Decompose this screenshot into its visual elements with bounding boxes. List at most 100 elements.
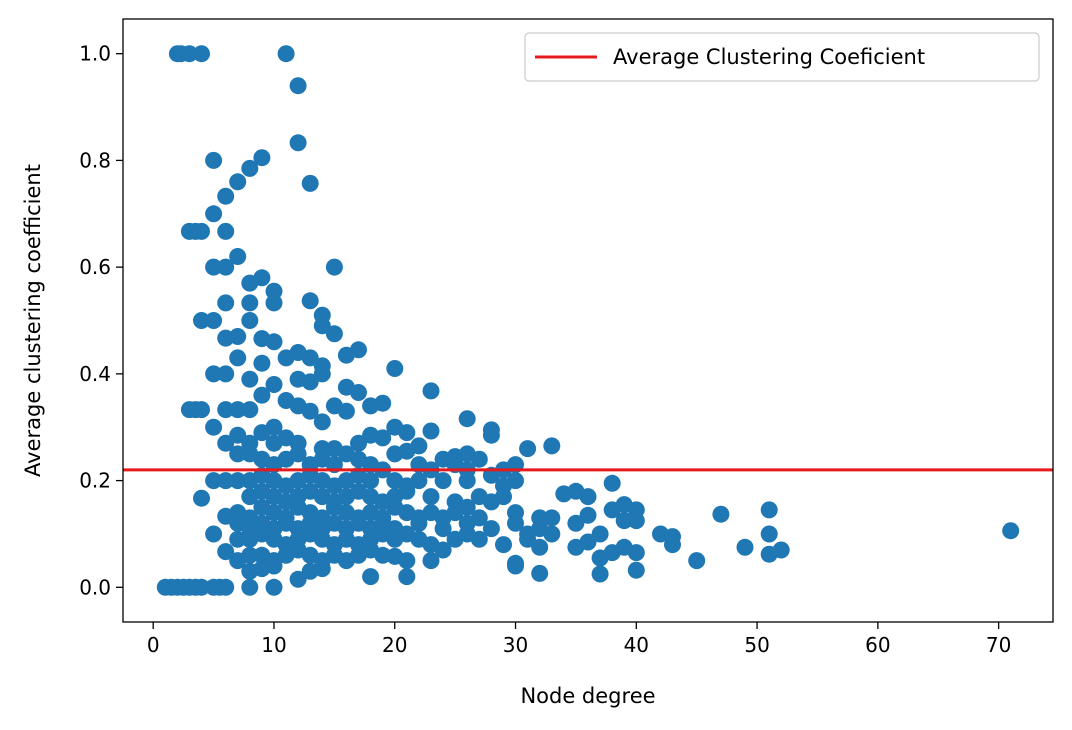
data-point [422, 382, 440, 400]
data-point [579, 506, 597, 524]
data-point [627, 561, 645, 579]
data-point [362, 568, 380, 586]
data-point [325, 258, 343, 276]
data-point [470, 450, 488, 468]
data-point [458, 498, 476, 516]
data-point [688, 552, 706, 570]
data-point [301, 174, 319, 192]
data-point [229, 530, 247, 548]
data-point [313, 560, 331, 578]
data-point [422, 552, 440, 570]
x-axis-ticks: 0 10 20 30 40 50 60 70 [147, 622, 1011, 657]
data-point [350, 434, 367, 452]
data-point [664, 536, 681, 554]
data-point [531, 538, 549, 556]
data-point [289, 445, 307, 463]
data-point [205, 365, 223, 383]
data-point [241, 312, 259, 329]
data-point [350, 384, 367, 401]
data-point [217, 329, 235, 347]
data-point [760, 525, 778, 543]
data-point [543, 525, 561, 543]
data-point [265, 434, 283, 452]
data-point [205, 151, 223, 169]
data-point [313, 317, 331, 335]
x-tick-label: 70 [986, 633, 1011, 657]
data-point [217, 222, 235, 240]
points-layer [156, 45, 1020, 596]
data-point [579, 533, 597, 551]
data-point [229, 248, 247, 265]
x-tick-label: 60 [865, 633, 890, 657]
data-point [289, 77, 307, 95]
data-point [265, 294, 283, 312]
data-point [1002, 522, 1020, 540]
data-point [627, 544, 645, 562]
data-point [458, 410, 476, 428]
data-point [162, 578, 180, 596]
data-point [205, 205, 223, 223]
data-point [507, 514, 524, 532]
data-point [567, 514, 585, 532]
legend: Average Clustering Coeficient [524, 32, 1040, 82]
data-point [211, 578, 229, 596]
data-point [591, 549, 609, 567]
data-point [422, 488, 440, 506]
data-point [434, 541, 452, 559]
x-tick-label: 40 [624, 633, 649, 657]
x-tick-label: 0 [147, 633, 160, 657]
data-point [265, 333, 283, 351]
data-point [482, 426, 500, 444]
data-point [760, 545, 778, 563]
data-point [193, 401, 210, 419]
data-point [531, 564, 549, 582]
data-point [265, 578, 283, 596]
data-point [362, 472, 380, 490]
data-point [229, 445, 247, 463]
data-point [591, 565, 609, 583]
data-point [265, 557, 283, 575]
data-point [205, 418, 223, 436]
data-point [253, 354, 271, 372]
data-point [591, 525, 609, 543]
data-point [301, 373, 319, 391]
data-point [301, 349, 319, 367]
data-point [217, 434, 235, 452]
data-point [241, 274, 259, 292]
data-point [241, 370, 259, 388]
plot-frame [122, 18, 1054, 623]
data-point [217, 294, 235, 312]
data-point [180, 45, 198, 63]
data-point [519, 440, 537, 458]
data-point [241, 578, 259, 596]
x-tick-label: 20 [382, 633, 407, 657]
data-point [241, 159, 259, 177]
data-point [241, 546, 259, 564]
data-point [301, 292, 319, 310]
data-point [350, 341, 367, 359]
y-tick-label: 0.2 [79, 469, 111, 493]
data-point [482, 520, 500, 538]
data-point [434, 472, 452, 490]
data-point [289, 134, 307, 152]
data-point [229, 401, 247, 419]
data-point [337, 402, 355, 420]
data-point [229, 426, 247, 444]
data-point [398, 424, 416, 442]
data-point [187, 578, 204, 596]
data-point [507, 472, 524, 490]
data-point [193, 222, 210, 240]
data-point [386, 360, 404, 377]
data-point [217, 258, 235, 276]
data-point [241, 294, 259, 312]
data-point [313, 365, 331, 383]
data-point [301, 402, 319, 420]
data-point [507, 557, 524, 575]
data-point [277, 45, 295, 63]
data-point [217, 187, 235, 205]
data-point [410, 514, 428, 532]
x-tick-label: 50 [744, 633, 769, 657]
data-point [398, 482, 416, 500]
data-point [241, 401, 259, 419]
